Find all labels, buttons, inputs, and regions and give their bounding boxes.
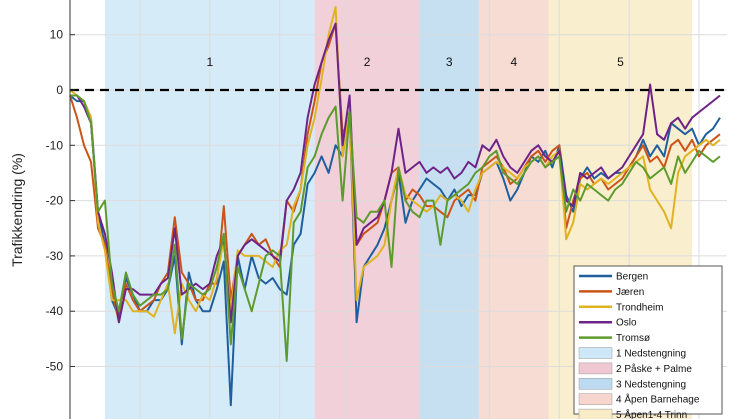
legend-label: 2 Påske + Palme: [616, 363, 692, 375]
y-tick-label: -20: [46, 194, 64, 208]
series-line-oslo: [70, 22, 721, 324]
legend-label: Oslo: [616, 318, 637, 329]
phase-label-5: 5: [617, 55, 624, 69]
series-lines: [69, 6, 721, 407]
series-line-trondheim: [69, 6, 721, 335]
legend-swatch: [578, 408, 613, 419]
y-tick-label: 0: [56, 83, 63, 97]
phase-label-4: 4: [510, 55, 517, 69]
y-tick-label: -40: [46, 304, 64, 318]
phase-band-4: [478, 0, 549, 419]
phase-label-2: 2: [364, 55, 371, 69]
legend-label: Bergen: [616, 272, 648, 283]
legend-label: 5 Åpen1-4 Trinn: [616, 408, 687, 419]
y-tick-label: 10: [50, 28, 64, 42]
phase-label-3: 3: [446, 55, 453, 69]
y-tick-label: -10: [46, 138, 64, 152]
series-line-jæren: [69, 22, 721, 324]
legend-label: 3 Nedstengning: [616, 379, 686, 390]
legend-swatch: [578, 393, 613, 405]
y-tick-label: -50: [46, 360, 64, 374]
series-line-tromsø: [70, 94, 721, 362]
phase-band-2: [314, 0, 420, 419]
legend-label: Trondheim: [616, 302, 663, 313]
y-tick-label: -30: [46, 249, 64, 263]
legend-swatch: [578, 362, 613, 375]
legend-swatch: [578, 347, 613, 359]
legend-label: 4 Åpen Barnehage: [616, 393, 700, 406]
y-axis: 10 0 -10 -20 -30 -40 -50: [46, 0, 75, 419]
legend-label: 1 Nedstengning: [616, 349, 686, 360]
legend: Bergen Jæren Trondheim Oslo Tromsø 1 Nedsteng…: [573, 265, 723, 419]
y-axis-label: Trafikkendring (%): [9, 153, 25, 267]
phase-labels: 1 2 3 4 5: [206, 55, 624, 69]
legend-label: Jæren: [616, 287, 644, 298]
legend-label: Tromsø: [616, 333, 650, 344]
phase-label-1: 1: [206, 55, 213, 69]
legend-swatch: [578, 378, 613, 390]
